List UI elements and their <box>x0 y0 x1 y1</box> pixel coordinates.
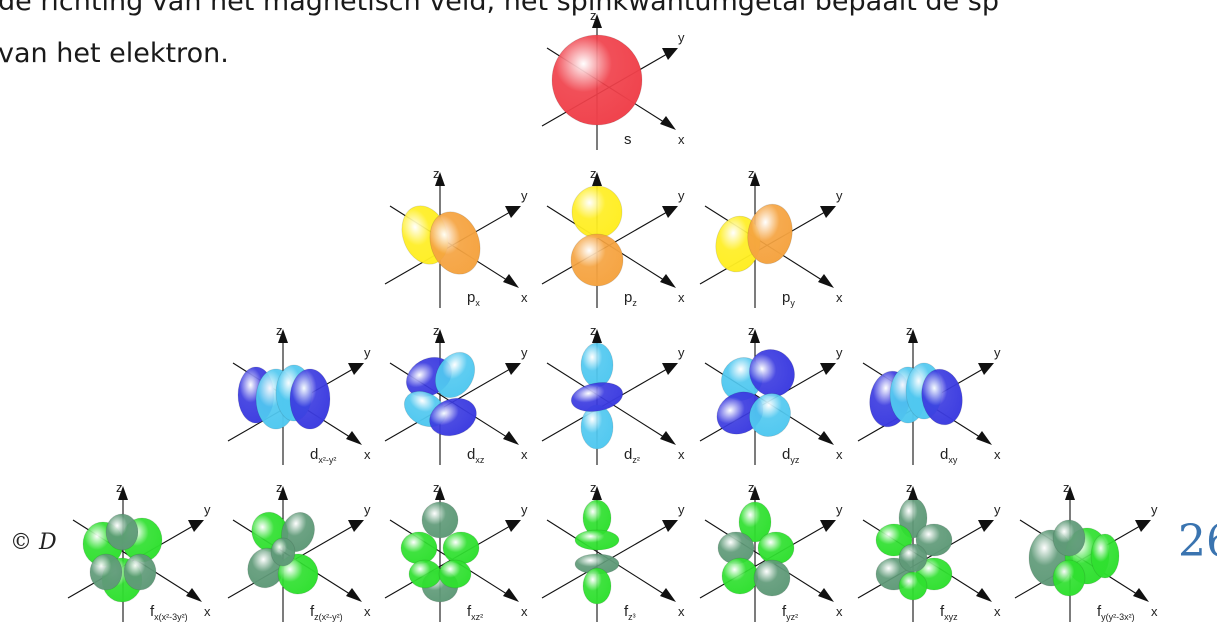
orbital-dx2y2: z y x dx²-y² <box>218 323 371 473</box>
orbital-label: s <box>624 131 632 148</box>
x-axis-label: x <box>836 604 843 619</box>
y-axis-label: y <box>1151 502 1158 517</box>
orbital-pz: z y x pz <box>532 166 685 316</box>
orbital-label: dxz <box>467 446 485 465</box>
orbital-label: fxyz <box>940 603 958 622</box>
z-axis-label: z <box>590 480 597 495</box>
y-axis-label: y <box>521 345 528 360</box>
y-axis-label: y <box>678 30 685 45</box>
z-axis-label: z <box>116 480 123 495</box>
orbital-label: fz³ <box>624 603 636 622</box>
orbital-label: fxz² <box>467 603 483 622</box>
x-axis-label: x <box>678 447 685 462</box>
orbital-fz3: z y x fz³ <box>532 480 685 630</box>
orbital-fyz2: z y x fyz² <box>690 480 843 630</box>
x-axis-label: x <box>836 447 843 462</box>
copyright-footer: © D <box>10 530 57 555</box>
body-text-line-2: van het elektron. <box>0 38 229 69</box>
z-axis-label: z <box>748 323 755 338</box>
orbital-dxy: z y x dxy <box>848 323 1001 473</box>
orbital-label: dyz <box>782 446 800 465</box>
orbital-label: fyz² <box>782 603 798 622</box>
x-axis-label: x <box>364 604 371 619</box>
orbital-fy: z y x fy(y²-3x²) <box>1005 480 1158 630</box>
x-axis-label: x <box>521 604 528 619</box>
x-axis-label: x <box>521 447 528 462</box>
body-text-line-1: de richting van het magnetisch veld, het… <box>0 0 999 17</box>
orbital-label: fx(x²-3y²) <box>150 603 188 622</box>
z-axis-label: z <box>433 323 440 338</box>
z-axis-label: z <box>748 480 755 495</box>
page-number: 26 <box>1178 516 1217 567</box>
orbital-label: dz² <box>624 446 640 465</box>
y-axis-label: y <box>364 345 371 360</box>
y-axis-label: y <box>836 188 843 203</box>
orbital-fxyz: z y x fxyz <box>848 480 1001 630</box>
x-axis-label: x <box>994 447 1001 462</box>
orbital-fxz2: z y x fxz² <box>375 480 528 630</box>
orbital-dxz: z y x dxz <box>375 323 528 473</box>
x-axis-label: x <box>994 604 1001 619</box>
y-axis-label: y <box>678 188 685 203</box>
y-axis-label: y <box>521 502 528 517</box>
orbital-label: pz <box>624 289 637 308</box>
orbital-py: z y x py <box>690 166 843 316</box>
x-axis-label: x <box>678 290 685 305</box>
x-axis-label: x <box>836 290 843 305</box>
y-axis-label: y <box>836 502 843 517</box>
orbital-label: py <box>782 289 795 308</box>
orbital-fz: z y x fz(x²-y²) <box>218 480 371 630</box>
orbital-label: dx²-y² <box>310 446 336 465</box>
z-axis-label: z <box>1063 480 1070 495</box>
x-axis-label: x <box>1151 604 1158 619</box>
x-axis-label: x <box>678 604 685 619</box>
z-axis-label: z <box>906 323 913 338</box>
x-axis-label: x <box>678 132 685 147</box>
y-axis-label: y <box>364 502 371 517</box>
orbital-label: fz(x²-y²) <box>310 603 343 622</box>
y-axis-label: y <box>204 502 211 517</box>
y-axis-label: y <box>994 502 1001 517</box>
z-axis-label: z <box>590 166 597 181</box>
z-axis-label: z <box>590 323 597 338</box>
z-axis-label: z <box>590 8 597 23</box>
y-axis-label: y <box>994 345 1001 360</box>
x-axis-label: x <box>364 447 371 462</box>
x-axis-label: x <box>204 604 211 619</box>
y-axis-label: y <box>521 188 528 203</box>
z-axis-label: z <box>276 323 283 338</box>
z-axis-label: z <box>276 480 283 495</box>
z-axis-label: z <box>433 480 440 495</box>
orbital-label: dxy <box>940 446 958 465</box>
orbital-s: z y x s <box>532 8 685 158</box>
z-axis-label: z <box>748 166 755 181</box>
orbital-fx: z y x fx(x²-3y²) <box>58 480 211 630</box>
x-axis-label: x <box>521 290 528 305</box>
z-axis-label: z <box>906 480 913 495</box>
orbital-label: px <box>467 289 480 308</box>
z-axis-label: z <box>433 166 440 181</box>
y-axis-label: y <box>678 502 685 517</box>
orbital-label: fy(y²-3x²) <box>1097 603 1135 622</box>
y-axis-label: y <box>678 345 685 360</box>
y-axis-label: y <box>836 345 843 360</box>
orbital-dyz: z y x dyz <box>690 323 843 473</box>
orbital-px: z y x px <box>375 166 528 316</box>
orbital-dz2: z y x dz² <box>532 323 685 473</box>
